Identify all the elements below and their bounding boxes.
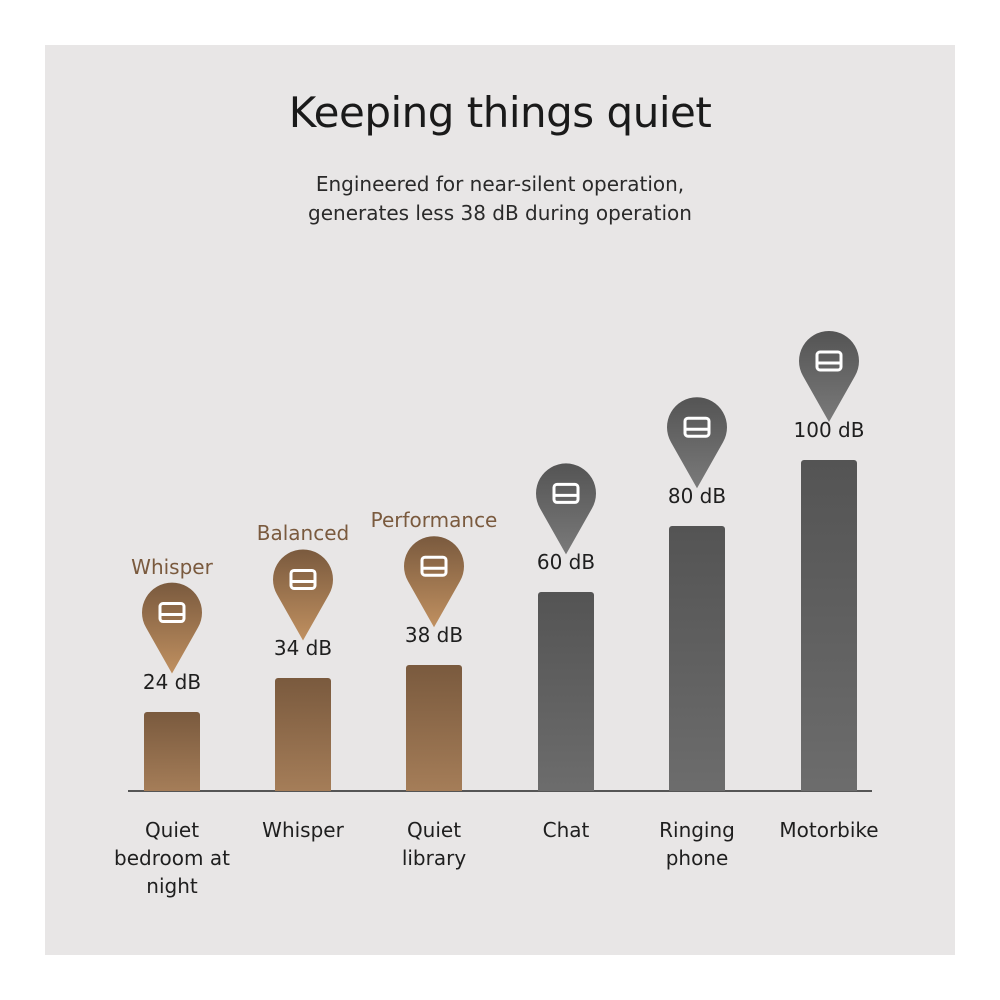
mode-label: Balanced [256,521,350,546]
mode-label: Performance [370,508,498,533]
mode-label: Whisper [131,554,213,579]
bar [801,460,857,791]
x-tick-label: Quiet library [401,818,467,870]
bar [669,526,725,791]
pin-icon [815,350,843,372]
bar [144,711,200,791]
pin [667,397,727,489]
x-tick-label: Motorbike [779,818,879,842]
pin-icon [683,416,711,438]
pin-icon [289,568,317,590]
value-label: 60 dB [536,550,596,575]
pin [273,549,333,641]
pin [536,463,596,555]
baseline [128,790,872,792]
value-label: 80 dB [667,484,727,509]
bar [538,592,594,791]
pin-icon [158,602,186,624]
x-tick-label: Ringing phone [659,818,735,870]
value-label: 38 dB [404,623,464,648]
x-tick-label: Quiet bedroom at night [114,818,230,898]
pin-icon [552,482,580,504]
bar [406,665,462,791]
x-tick-label: Chat [542,818,590,842]
value-label: 24 dB [142,669,202,694]
pin [799,331,860,422]
pin [404,536,464,628]
value-label: 34 dB [273,636,333,661]
bar [275,678,331,791]
value-label: 100 dB [793,418,865,442]
pin-icon [420,555,448,577]
chart-subtitle: Engineered for near-silent operation, ge… [308,172,692,225]
chart-title: Keeping things quiet [288,88,712,137]
x-tick-label: Whisper [262,818,344,842]
pin [142,582,203,674]
